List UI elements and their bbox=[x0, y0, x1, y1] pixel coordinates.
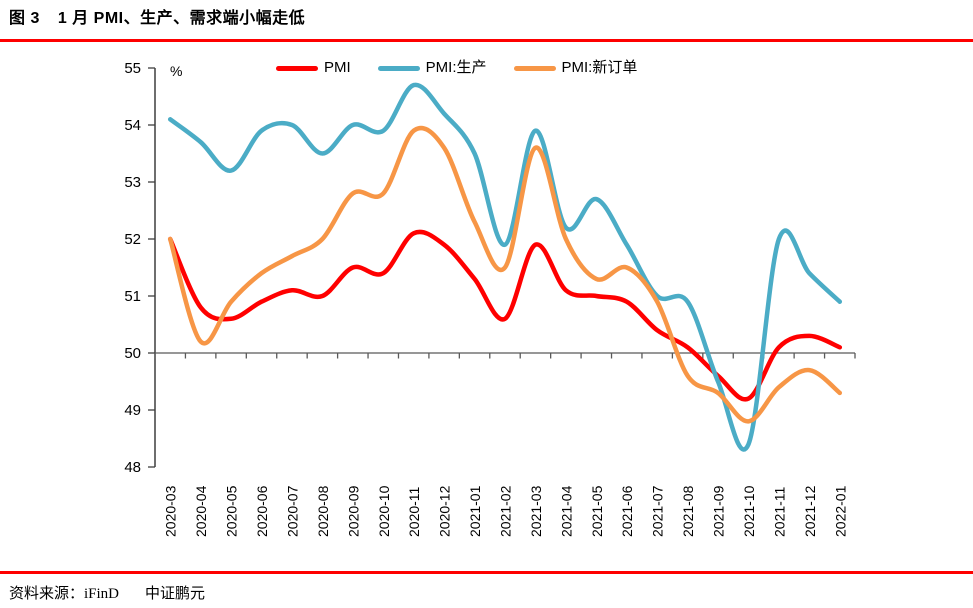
header-divider-rule bbox=[0, 39, 973, 42]
x-axis-tick-label: 2021-09 bbox=[711, 485, 727, 537]
series-line-new-orders bbox=[167, 125, 843, 424]
source-organization: 中证鹏元 bbox=[145, 586, 206, 602]
y-axis-tick-label: 53 bbox=[124, 174, 141, 191]
x-axis-tick-label: 2020-09 bbox=[345, 485, 361, 537]
legend-label-production: PMI:生产 bbox=[425, 59, 487, 76]
footer-divider-rule bbox=[0, 571, 973, 574]
x-axis-tick-label: 2020-04 bbox=[193, 485, 209, 537]
x-axis-tick-label: 2021-11 bbox=[771, 486, 787, 537]
source-label: 资料来源：iFinD bbox=[9, 586, 120, 602]
x-axis-tick-label: 2020-10 bbox=[376, 485, 392, 537]
new-orders-line-swatch-icon bbox=[513, 65, 556, 71]
x-axis-tick-label: 2021-05 bbox=[589, 485, 605, 537]
y-axis-tick-label: 48 bbox=[124, 459, 141, 476]
y-axis-tick-label: 52 bbox=[124, 231, 141, 248]
x-axis-tick-label: 2021-12 bbox=[802, 485, 818, 537]
x-axis-tick-label: 2020-03 bbox=[163, 485, 179, 537]
x-axis-tick-label: 2021-02 bbox=[498, 485, 514, 537]
y-axis-tick-label: 54 bbox=[124, 117, 141, 134]
legend-item-pmi: PMI bbox=[276, 58, 351, 78]
x-axis-tick-label: 2020-07 bbox=[285, 485, 301, 537]
x-axis-tick-label: 2020-11 bbox=[406, 486, 422, 537]
data-source-note: 资料来源：iFinD 中证鹏元 bbox=[9, 582, 205, 603]
legend-label-pmi: PMI bbox=[324, 59, 351, 76]
figure-title: 图 3 1 月 PMI、生产、需求端小幅走低 bbox=[9, 4, 305, 28]
legend-item-new-orders: PMI:新订单 bbox=[513, 58, 638, 78]
y-axis-tick-label: 50 bbox=[124, 345, 141, 362]
pmi-line-swatch-icon bbox=[276, 65, 318, 71]
x-axis-tick-label: 2021-03 bbox=[528, 485, 544, 537]
legend-label-new-orders: PMI:新订单 bbox=[561, 59, 638, 76]
chart-legend: PMI PMI:生产 PMI:新订单 bbox=[276, 58, 637, 78]
legend-item-production: PMI:生产 bbox=[377, 58, 487, 78]
x-axis-tick-label: 2021-01 bbox=[467, 485, 483, 537]
production-line-swatch-icon bbox=[377, 65, 420, 71]
x-axis-tick-label: 2020-06 bbox=[254, 485, 270, 537]
x-axis-tick-label: 2020-08 bbox=[315, 485, 331, 537]
series-line-pmi bbox=[167, 229, 843, 402]
y-axis-tick-label: 49 bbox=[124, 402, 141, 419]
figure-title-text: 1 月 PMI、生产、需求端小幅走低 bbox=[57, 10, 306, 27]
figure-number: 图 3 bbox=[9, 10, 40, 27]
x-axis-tick-label: 2021-06 bbox=[619, 485, 635, 537]
x-axis-tick-label: 2021-08 bbox=[680, 485, 696, 537]
series-line-production bbox=[167, 82, 843, 452]
x-axis-tick-label: 2020-12 bbox=[437, 485, 453, 537]
x-axis-tick-label: 2021-07 bbox=[650, 485, 666, 537]
y-axis-tick-label: 55 bbox=[124, 60, 141, 77]
x-axis-tick-label: 2020-05 bbox=[224, 485, 240, 537]
y-axis-tick-label: 51 bbox=[124, 288, 141, 305]
x-axis-tick-label: 2022-01 bbox=[832, 485, 848, 537]
x-axis-tick-label: 2021-10 bbox=[741, 485, 757, 537]
x-axis-tick-label: 2021-04 bbox=[558, 485, 574, 537]
y-axis-unit-label: % bbox=[170, 63, 182, 79]
